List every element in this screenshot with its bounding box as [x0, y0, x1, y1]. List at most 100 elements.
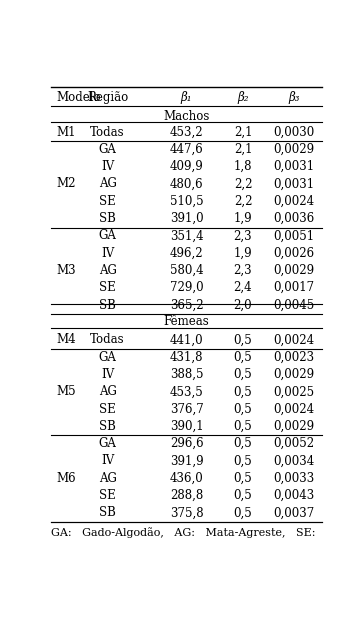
Text: IV: IV — [101, 368, 114, 381]
Text: 2,4: 2,4 — [234, 281, 252, 295]
Text: 0,5: 0,5 — [234, 472, 252, 485]
Text: 390,1: 390,1 — [170, 420, 203, 433]
Text: 0,5: 0,5 — [234, 454, 252, 467]
Text: 375,8: 375,8 — [170, 507, 203, 519]
Text: 0,0023: 0,0023 — [273, 351, 314, 364]
Text: GA: GA — [99, 143, 116, 156]
Text: 0,5: 0,5 — [234, 385, 252, 398]
Text: 1,8: 1,8 — [234, 160, 252, 173]
Text: 365,2: 365,2 — [170, 298, 203, 311]
Text: SB: SB — [99, 212, 116, 225]
Text: M5: M5 — [57, 385, 76, 398]
Text: 0,0026: 0,0026 — [273, 246, 314, 260]
Text: 729,0: 729,0 — [170, 281, 203, 295]
Text: 0,0024: 0,0024 — [273, 333, 314, 346]
Text: 391,0: 391,0 — [170, 212, 203, 225]
Text: GA: GA — [99, 351, 116, 364]
Text: 0,5: 0,5 — [234, 368, 252, 381]
Text: 388,5: 388,5 — [170, 368, 203, 381]
Text: M6: M6 — [57, 472, 76, 485]
Text: β₁: β₁ — [181, 92, 192, 104]
Text: 0,5: 0,5 — [234, 420, 252, 433]
Text: β₃: β₃ — [288, 92, 300, 104]
Text: SE: SE — [99, 402, 116, 416]
Text: 2,1: 2,1 — [234, 143, 252, 156]
Text: Todas: Todas — [90, 125, 125, 139]
Text: 453,2: 453,2 — [170, 125, 203, 139]
Text: 0,0031: 0,0031 — [273, 160, 314, 173]
Text: SB: SB — [99, 420, 116, 433]
Text: GA: GA — [99, 437, 116, 450]
Text: 0,0029: 0,0029 — [273, 264, 314, 277]
Text: 447,6: 447,6 — [170, 143, 203, 156]
Text: β₂: β₂ — [237, 92, 249, 104]
Text: IV: IV — [101, 160, 114, 173]
Text: 296,6: 296,6 — [170, 437, 203, 450]
Text: 480,6: 480,6 — [170, 177, 203, 190]
Text: IV: IV — [101, 454, 114, 467]
Text: 0,5: 0,5 — [234, 437, 252, 450]
Text: 0,0051: 0,0051 — [273, 230, 314, 242]
Text: AG: AG — [99, 177, 116, 190]
Text: 2,1: 2,1 — [234, 125, 252, 139]
Text: 580,4: 580,4 — [170, 264, 203, 277]
Text: 0,0033: 0,0033 — [273, 472, 314, 485]
Text: 0,0024: 0,0024 — [273, 195, 314, 208]
Text: 431,8: 431,8 — [170, 351, 203, 364]
Text: 0,0024: 0,0024 — [273, 402, 314, 416]
Text: 453,5: 453,5 — [170, 385, 203, 398]
Text: 288,8: 288,8 — [170, 489, 203, 502]
Text: GA: GA — [99, 230, 116, 242]
Text: 0,5: 0,5 — [234, 489, 252, 502]
Text: AG: AG — [99, 385, 116, 398]
Text: 391,9: 391,9 — [170, 454, 203, 467]
Text: 2,2: 2,2 — [234, 177, 252, 190]
Text: 0,0031: 0,0031 — [273, 177, 314, 190]
Text: 0,0045: 0,0045 — [273, 298, 314, 311]
Text: 436,0: 436,0 — [170, 472, 203, 485]
Text: SE: SE — [99, 195, 116, 208]
Text: 0,0017: 0,0017 — [273, 281, 314, 295]
Text: M4: M4 — [57, 333, 76, 346]
Text: 409,9: 409,9 — [170, 160, 203, 173]
Text: 2,0: 2,0 — [234, 298, 252, 311]
Text: 2,3: 2,3 — [234, 230, 252, 242]
Text: Modelo: Modelo — [57, 92, 102, 104]
Text: 441,0: 441,0 — [170, 333, 203, 346]
Text: 0,0043: 0,0043 — [273, 489, 314, 502]
Text: 1,9: 1,9 — [234, 212, 252, 225]
Text: 0,5: 0,5 — [234, 507, 252, 519]
Text: 0,0029: 0,0029 — [273, 420, 314, 433]
Text: SE: SE — [99, 281, 116, 295]
Text: 351,4: 351,4 — [170, 230, 203, 242]
Text: SB: SB — [99, 298, 116, 311]
Text: 496,2: 496,2 — [170, 246, 203, 260]
Text: 510,5: 510,5 — [170, 195, 203, 208]
Text: 0,0029: 0,0029 — [273, 368, 314, 381]
Text: AG: AG — [99, 264, 116, 277]
Text: 0,5: 0,5 — [234, 333, 252, 346]
Text: M1: M1 — [57, 125, 76, 139]
Text: Todas: Todas — [90, 333, 125, 346]
Text: M3: M3 — [57, 264, 76, 277]
Text: 0,0029: 0,0029 — [273, 143, 314, 156]
Text: Região: Região — [87, 92, 128, 104]
Text: 2,2: 2,2 — [234, 195, 252, 208]
Text: 0,0037: 0,0037 — [273, 507, 314, 519]
Text: GA:   Gado-Algodão,   AG:   Mata-Agreste,   SE:: GA: Gado-Algodão, AG: Mata-Agreste, SE: — [51, 527, 316, 538]
Text: 1,9: 1,9 — [234, 246, 252, 260]
Text: AG: AG — [99, 472, 116, 485]
Text: SE: SE — [99, 489, 116, 502]
Text: SB: SB — [99, 507, 116, 519]
Text: 0,5: 0,5 — [234, 402, 252, 416]
Text: 0,0034: 0,0034 — [273, 454, 314, 467]
Text: 376,7: 376,7 — [170, 402, 203, 416]
Text: 0,0025: 0,0025 — [273, 385, 314, 398]
Text: 2,3: 2,3 — [234, 264, 252, 277]
Text: 0,5: 0,5 — [234, 351, 252, 364]
Text: M2: M2 — [57, 177, 76, 190]
Text: 0,0036: 0,0036 — [273, 212, 314, 225]
Text: IV: IV — [101, 246, 114, 260]
Text: Machos: Machos — [163, 110, 210, 123]
Text: Fêmeas: Fêmeas — [164, 315, 209, 328]
